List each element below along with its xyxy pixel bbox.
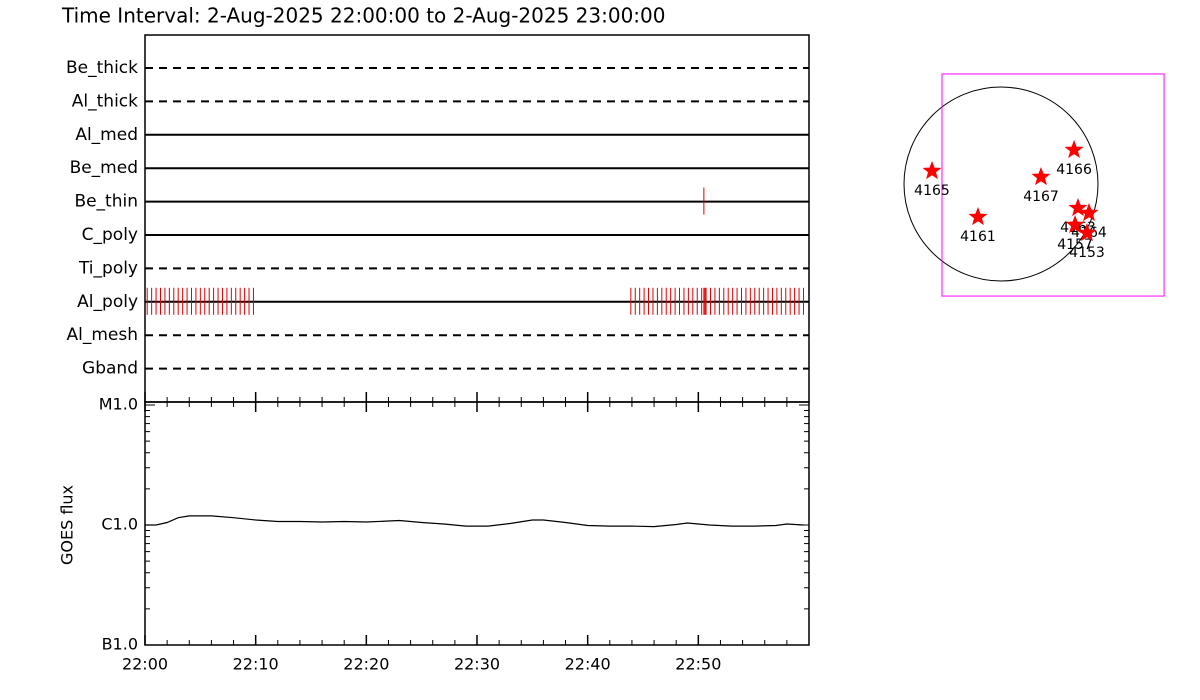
active-region bbox=[1068, 198, 1088, 217]
active-region bbox=[1065, 215, 1085, 234]
timeline-frame bbox=[144, 34, 810, 403]
row-label: Al_poly bbox=[77, 292, 138, 312]
active-region bbox=[1031, 167, 1051, 186]
row-label: Be_med bbox=[70, 158, 138, 178]
x-tick-label: 22:00 bbox=[122, 655, 168, 674]
region-label: 4166 bbox=[1056, 162, 1092, 178]
field-of-view bbox=[941, 73, 1165, 297]
chart-title: Time Interval: 2-Aug-2025 22:00:00 to 2-… bbox=[61, 4, 666, 28]
row-label: Al_med bbox=[75, 125, 138, 145]
active-region bbox=[1077, 223, 1097, 242]
active-region bbox=[968, 207, 988, 226]
flux-line bbox=[145, 515, 804, 528]
row-label: Al_mesh bbox=[66, 325, 138, 345]
row-label: C_poly bbox=[82, 225, 138, 245]
active-region bbox=[1079, 203, 1099, 222]
region-label: 4167 bbox=[1023, 189, 1059, 205]
x-tick-label: 22:30 bbox=[454, 655, 500, 674]
goes-frame bbox=[144, 401, 810, 646]
row-label: Al_thick bbox=[72, 91, 138, 111]
region-label: 4153 bbox=[1069, 245, 1105, 261]
x-tick-label: 22:40 bbox=[565, 655, 611, 674]
active-region bbox=[922, 161, 942, 180]
row-label: Gband bbox=[82, 359, 138, 379]
row-label: Be_thin bbox=[74, 192, 138, 212]
row-label: Ti_poly bbox=[78, 258, 138, 278]
region-label: 4165 bbox=[914, 183, 950, 199]
y-axis-label: GOES flux bbox=[58, 485, 77, 565]
active-region bbox=[1064, 139, 1084, 158]
x-tick-label: 22:10 bbox=[233, 655, 279, 674]
x-tick-label: 22:50 bbox=[675, 655, 721, 674]
y-tick-label: M1.0 bbox=[99, 395, 138, 414]
solar-disk bbox=[903, 86, 1099, 282]
y-tick-label: B1.0 bbox=[102, 635, 138, 654]
y-tick-label: C1.0 bbox=[101, 515, 138, 534]
region-label: 4157 bbox=[1057, 237, 1093, 253]
region-label: 4161 bbox=[960, 229, 996, 245]
row-label: Be_thick bbox=[66, 58, 138, 78]
x-tick-label: 22:20 bbox=[343, 655, 389, 674]
